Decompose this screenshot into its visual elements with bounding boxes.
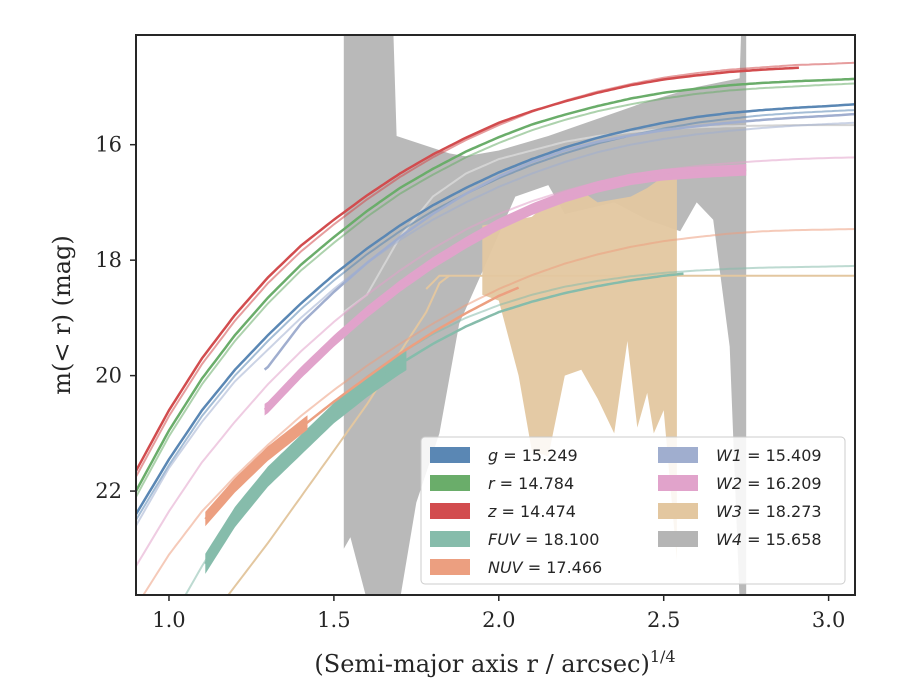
legend-label-z: z = 14.474 [487, 502, 576, 521]
y-axis-label: m(< r) (mag) [48, 235, 76, 394]
nuv-model-curve [142, 228, 855, 595]
w4-model-curve [343, 124, 855, 313]
legend-swatch-w4 [658, 531, 698, 547]
legend-label-w3: W3 = 18.273 [716, 502, 822, 521]
x-axis-ticks: 1.0 1.5 2.0 2.5 3.0 [152, 595, 845, 632]
r-model-curve [136, 82, 855, 498]
y-tick-label: 18 [95, 248, 122, 272]
w2-data-curve [263, 168, 747, 411]
x-tick-label: 1.0 [152, 608, 185, 632]
legend-label-w4: W4 = 15.658 [716, 530, 822, 549]
x-tick-label: 3.0 [812, 608, 845, 632]
fuv-series [184, 264, 855, 595]
legend-swatch-w2 [658, 475, 698, 491]
legend: g = 15.249 r = 14.784 z = 14.474 FUV = 18.1… [420, 436, 846, 585]
x-axis-label: (Semi-major axis r / arcsec)1/4 [314, 647, 675, 678]
y-tick-label: 20 [95, 364, 122, 388]
plot-area [136, 35, 855, 595]
x-tick-label: 1.5 [317, 608, 350, 632]
y-axis-ticks: 16 18 20 22 [95, 133, 136, 503]
x-tick-label: 2.5 [647, 608, 680, 632]
r-data-curve [136, 77, 855, 492]
w2-series [136, 156, 855, 567]
nuv-series [142, 228, 855, 595]
w1-series [136, 112, 855, 527]
x-axis-label-exponent: 1/4 [650, 647, 676, 666]
axes-frame [135, 34, 856, 596]
w1-model-curve [136, 121, 855, 527]
legend-label-w2: W2 = 16.209 [716, 474, 822, 493]
legend-label-fuv: FUV = 18.100 [488, 530, 599, 549]
legend-label-g: g = 15.249 [488, 446, 578, 465]
g-data-curve [136, 103, 855, 515]
x-tick-label: 2.0 [482, 608, 515, 632]
legend-swatch-w1 [658, 447, 698, 463]
w3-error-band [482, 167, 677, 561]
z-series [136, 61, 855, 478]
legend-swatch-z [430, 503, 470, 519]
r-series [136, 77, 855, 498]
fuv-data-curve [204, 272, 684, 565]
legend-swatch-w3 [658, 503, 698, 519]
legend-label-r: r = 14.784 [488, 474, 574, 493]
legend-label-nuv: NUV = 17.466 [488, 558, 602, 577]
g-model-curve [136, 109, 855, 521]
w1-data-curve [263, 112, 855, 371]
legend-swatch-r [430, 475, 470, 491]
legend-label-w1: W1 = 15.409 [716, 446, 822, 465]
legend-box [420, 436, 846, 585]
y-tick-label: 16 [95, 133, 122, 157]
x-axis-label-text: (Semi-major axis r / arcsec) [314, 650, 649, 678]
w2-model-curve [136, 156, 855, 567]
legend-swatch-fuv [430, 531, 470, 547]
legend-swatch-g [430, 447, 470, 463]
y-tick-label: 22 [95, 479, 122, 503]
legend-swatch-nuv [430, 559, 470, 575]
curves-layer [136, 61, 855, 595]
z-data-curve [136, 66, 799, 472]
nuv-data-curve [204, 286, 520, 520]
w3-model-curve [227, 274, 450, 595]
g-series [136, 103, 855, 521]
z-model-curve [136, 61, 855, 478]
